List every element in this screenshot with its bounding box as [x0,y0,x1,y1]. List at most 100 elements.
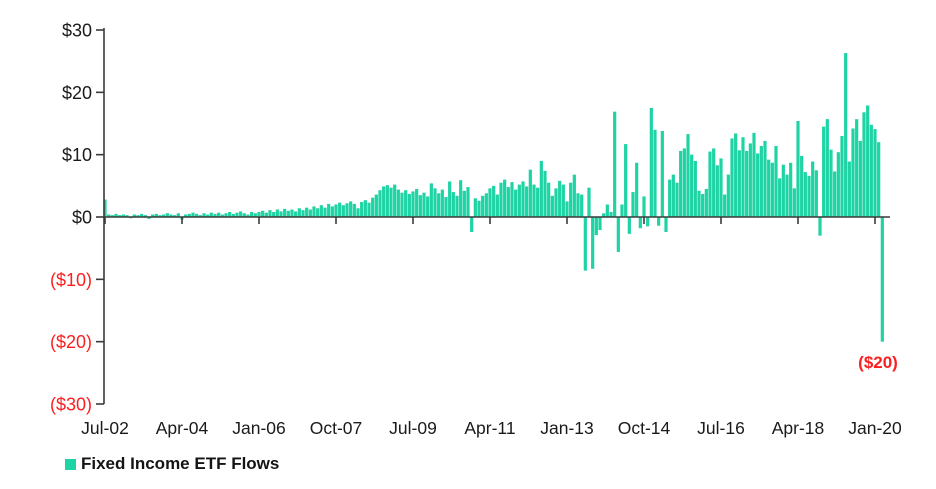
bar [701,193,705,217]
bar [334,204,338,217]
bar [209,212,213,217]
bar [242,213,246,217]
bar [627,217,631,234]
bar [565,201,569,217]
bar [690,154,694,217]
bar [649,107,653,217]
bar [470,217,474,232]
bar [638,217,642,229]
bar [492,185,496,217]
bar [620,204,624,217]
bar [510,182,514,217]
bar [712,148,716,217]
bar [737,150,741,217]
bar [272,212,276,217]
bar [822,126,826,217]
bar [466,187,470,217]
bar [609,212,613,217]
bar [675,182,679,217]
bar [484,193,488,217]
bar [481,195,485,217]
bar [165,213,169,217]
bar [279,211,283,217]
bar [682,148,686,217]
bar [374,194,378,217]
bar [147,217,151,219]
y-axis-label: $30 [62,21,92,41]
bar [558,180,562,217]
bar [539,160,543,217]
bar [459,180,463,217]
bar [818,217,822,236]
bar [407,193,411,217]
bar [726,174,730,217]
bar [239,211,243,217]
bar [605,204,609,217]
bar [396,189,400,217]
bar [554,188,558,217]
bar [653,129,657,217]
bar [631,192,635,217]
bar [250,212,254,217]
bar [411,191,415,217]
bar [323,207,327,217]
bar [363,200,367,217]
bar [646,217,650,227]
bar [858,140,862,217]
bar [455,195,459,217]
x-axis-label: Apr-04 [156,418,209,438]
x-axis-label: Jul-09 [389,418,437,438]
bar [404,190,408,217]
bar [734,133,738,217]
bar [330,206,334,217]
x-axis-label: Apr-18 [772,418,825,438]
bar [308,209,312,217]
bar [781,164,785,217]
bar [752,132,756,217]
chart-legend: Fixed Income ETF Flows [65,454,279,474]
bar [532,184,536,217]
bar [851,128,855,217]
bar [195,213,199,217]
bar [140,213,144,217]
bar [121,214,125,217]
bar [433,188,437,217]
bar [602,213,606,217]
bar [572,174,576,217]
bar [693,160,697,217]
bar [525,186,529,217]
bar [616,217,620,252]
bar [715,165,719,217]
bar [217,212,221,217]
bar [418,195,422,217]
bar [862,112,866,217]
bar [877,142,881,217]
bar [327,203,331,217]
bar [444,197,448,217]
bar [169,214,173,217]
bar [866,105,870,217]
bar [730,138,734,217]
bar [723,194,727,217]
bar [587,187,591,217]
bar [107,214,111,217]
bar [415,188,419,217]
bar [635,162,639,217]
bar [118,215,122,217]
bar [708,151,712,217]
bar [869,124,873,217]
bar [268,210,272,217]
bar [246,214,250,217]
bar [114,213,118,217]
bar [349,201,353,217]
bar [385,185,389,217]
bar [151,214,155,217]
bar [796,121,800,217]
bar [429,183,433,217]
bar [213,213,217,217]
bar [176,213,180,217]
bar [257,212,261,217]
y-axis-label: $20 [62,83,92,103]
bar [789,162,793,217]
